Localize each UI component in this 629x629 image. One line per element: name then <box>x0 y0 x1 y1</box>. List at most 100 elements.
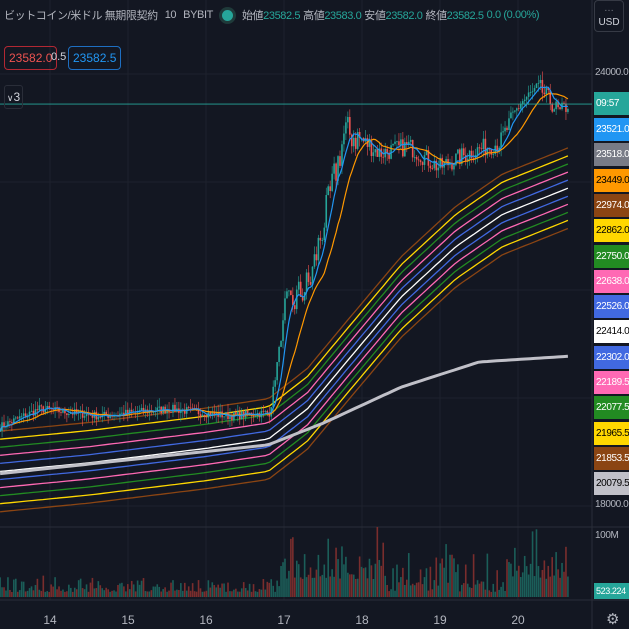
candle-body <box>388 152 390 159</box>
volume-bar <box>286 578 288 597</box>
volume-bar <box>439 563 442 597</box>
volume-bar <box>392 568 394 597</box>
volume-bar <box>368 558 371 597</box>
candle-body <box>40 405 43 407</box>
volume-bar <box>419 569 422 597</box>
volume-bar <box>187 586 190 597</box>
volume-bar <box>349 574 351 597</box>
candle-body <box>400 139 402 146</box>
volume-bar <box>409 585 412 597</box>
volume-bar <box>464 564 467 597</box>
volume-bar <box>484 589 487 597</box>
candle-body <box>262 410 265 412</box>
candle-body <box>484 138 487 156</box>
volume-bar <box>128 589 131 597</box>
volume-bar <box>303 554 306 597</box>
volume-bar <box>73 587 76 597</box>
candle-body <box>174 404 176 412</box>
volume-bar <box>292 537 294 597</box>
volume-bar <box>256 591 259 597</box>
candle-body <box>235 412 237 415</box>
candle-body <box>345 122 347 134</box>
volume-bar <box>195 591 198 597</box>
candle-body <box>459 149 461 164</box>
volume-bar <box>24 591 27 597</box>
volume-bar <box>99 585 102 597</box>
currency-button[interactable]: … USD <box>594 0 624 32</box>
candle-body <box>282 320 284 341</box>
volume-bar <box>462 583 465 597</box>
candle-body <box>325 195 328 228</box>
volume-bar <box>170 582 172 597</box>
volume-bar <box>223 583 225 597</box>
volume-bar <box>146 591 149 597</box>
volume-bar <box>123 586 125 597</box>
price-label: 20079.5 <box>594 472 629 496</box>
candle-body <box>347 117 349 123</box>
volume-bar <box>443 567 445 597</box>
ribbon-line <box>0 211 569 497</box>
volume-bar <box>40 590 43 597</box>
candle-body <box>517 108 520 110</box>
volume-bar <box>168 590 170 597</box>
volume-axis-tick: 100M <box>595 530 619 541</box>
volume-bar <box>313 577 316 597</box>
volume-bar <box>358 556 361 597</box>
symbol-name[interactable]: ビットコイン/米ドル 無期限契約 <box>4 10 158 22</box>
volume-bar <box>160 591 162 597</box>
candle-body <box>103 411 106 415</box>
candle-body <box>20 415 23 417</box>
volume-bar <box>307 574 310 597</box>
candle-body <box>504 127 506 132</box>
volume-bar <box>441 558 443 597</box>
candle-body <box>374 149 377 153</box>
candle-body <box>211 411 214 416</box>
volume-bar <box>162 589 164 597</box>
ribbon-line <box>0 155 569 440</box>
volume-bar <box>417 582 420 597</box>
volume-bar <box>58 586 60 597</box>
volume-bar <box>523 555 526 597</box>
candle-body <box>56 407 58 408</box>
volume-bar <box>374 563 377 597</box>
volume-bar <box>125 591 127 597</box>
indicators-toggle[interactable]: ∨3 <box>4 85 23 109</box>
volume-bar <box>531 531 534 597</box>
volume-bar <box>301 578 304 597</box>
interval[interactable]: 10 <box>164 9 177 21</box>
volume-bar <box>539 577 542 597</box>
candle-body <box>439 157 442 168</box>
volume-bar <box>109 591 111 597</box>
buy-button[interactable]: 23582.5 <box>68 46 122 70</box>
candle-body <box>431 168 434 169</box>
sell-button[interactable]: 23582.0 <box>4 46 58 70</box>
volume-bar <box>213 585 216 597</box>
volume-bar <box>494 591 497 597</box>
candle-body <box>199 414 202 417</box>
volume-bar <box>390 589 392 597</box>
volume-bar <box>364 567 367 597</box>
volume-bar <box>119 583 121 597</box>
volume-bar <box>1 587 3 597</box>
volume-bar <box>189 590 192 597</box>
settings-gear-icon[interactable]: ⚙ <box>606 611 620 628</box>
volume-bar <box>180 583 182 597</box>
volume-bar <box>64 591 66 597</box>
volume-bar <box>427 590 430 597</box>
candle-body <box>24 413 27 418</box>
candle-body <box>183 409 186 414</box>
volume-bar <box>382 542 385 597</box>
date-tick: 14 <box>43 613 57 627</box>
volume-bar <box>333 576 335 597</box>
volume-bar <box>48 591 51 597</box>
volume-bar <box>486 553 489 597</box>
candle-body <box>44 409 47 413</box>
candle-body <box>433 160 436 169</box>
candle-body <box>370 141 373 157</box>
volume-bar <box>26 590 29 597</box>
volume-bar <box>482 581 485 597</box>
candle-body <box>292 295 294 306</box>
candle-body <box>109 415 111 419</box>
volume-bar <box>516 570 518 597</box>
